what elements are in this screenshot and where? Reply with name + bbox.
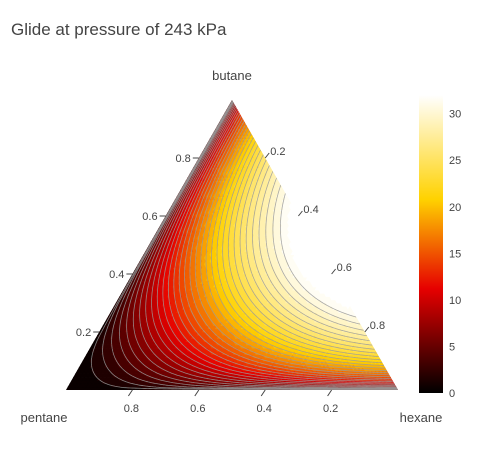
plot-area — [66, 100, 398, 390]
chart-title: Glide at pressure of 243 kPa — [11, 20, 227, 39]
